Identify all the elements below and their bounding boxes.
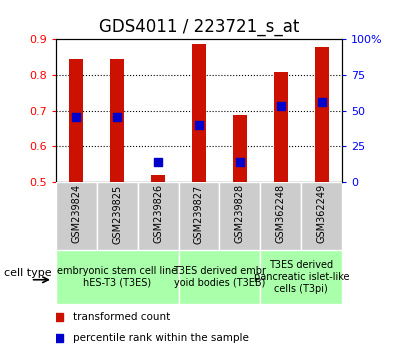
Bar	[219, 182, 260, 250]
Text: transformed count: transformed count	[73, 312, 170, 322]
Title: GDS4011 / 223721_s_at: GDS4011 / 223721_s_at	[99, 18, 299, 36]
Bar	[179, 250, 260, 304]
Point	[278, 103, 284, 109]
Bar	[97, 182, 138, 250]
Text: GSM239827: GSM239827	[194, 184, 204, 244]
Bar	[274, 72, 288, 182]
Text: GSM239828: GSM239828	[235, 184, 245, 244]
Point	[114, 114, 120, 120]
Point	[73, 114, 79, 120]
Text: embryonic stem cell line
hES-T3 (T3ES): embryonic stem cell line hES-T3 (T3ES)	[57, 266, 177, 288]
Bar	[138, 182, 179, 250]
Text: GSM239825: GSM239825	[112, 184, 122, 244]
Text: GSM362248: GSM362248	[276, 184, 286, 244]
Text: GSM239824: GSM239824	[71, 184, 81, 244]
Bar	[260, 250, 342, 304]
Text: GSM239826: GSM239826	[153, 184, 163, 244]
Point	[196, 122, 202, 128]
Point	[155, 159, 161, 165]
Bar	[69, 59, 83, 182]
Text: percentile rank within the sample: percentile rank within the sample	[73, 332, 249, 343]
Point	[319, 99, 325, 105]
Bar	[192, 44, 206, 182]
Bar	[260, 182, 301, 250]
Text: T3ES derived embr
yoid bodies (T3EB): T3ES derived embr yoid bodies (T3EB)	[173, 266, 266, 288]
Bar	[151, 175, 165, 182]
Point	[237, 159, 243, 164]
Bar	[179, 182, 219, 250]
Bar	[110, 59, 124, 182]
Bar	[301, 182, 342, 250]
Bar	[56, 250, 179, 304]
Text: cell type: cell type	[4, 268, 52, 279]
Bar	[56, 182, 97, 250]
Bar	[315, 47, 329, 182]
Bar	[233, 115, 247, 182]
Text: GSM362249: GSM362249	[317, 184, 327, 244]
Text: T3ES derived
pancreatic islet-like
cells (T3pi): T3ES derived pancreatic islet-like cells…	[254, 261, 349, 293]
